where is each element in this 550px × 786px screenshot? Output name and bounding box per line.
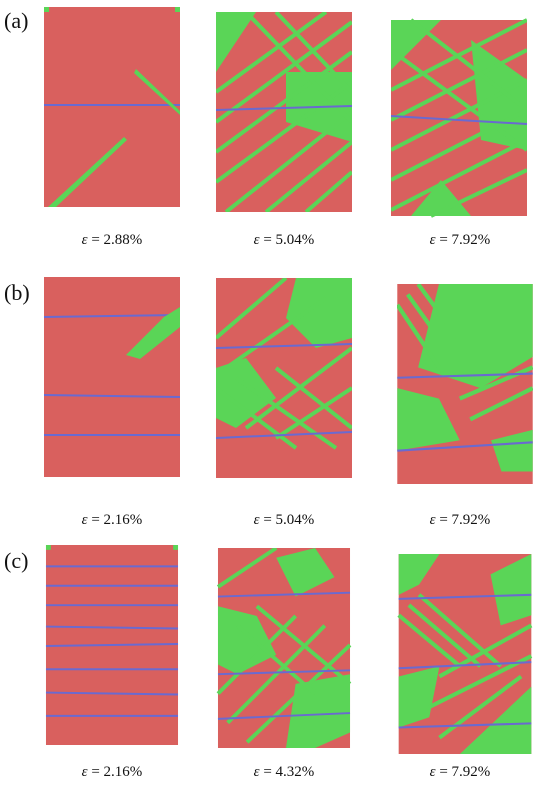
caption-c-3: ε = 7.92% xyxy=(429,764,491,780)
panel-c-2 xyxy=(216,548,352,748)
md-snapshot-a-1 xyxy=(44,7,180,207)
caption-b-3: ε = 7.92% xyxy=(429,512,491,528)
panel-a-1 xyxy=(44,7,180,207)
panel-c-1 xyxy=(44,545,180,745)
md-snapshot-c-3 xyxy=(397,554,533,754)
md-snapshot-b-1 xyxy=(44,277,180,477)
panel-a-3 xyxy=(391,18,527,218)
row-label-a: (a) xyxy=(4,8,29,33)
caption-c-2: ε = 4.32% xyxy=(253,764,315,780)
panel-b-2 xyxy=(216,278,352,478)
caption-a-2: ε = 5.04% xyxy=(253,232,315,248)
md-snapshot-c-1 xyxy=(45,545,179,745)
md-snapshot-c-2 xyxy=(216,548,352,748)
md-snapshot-a-3 xyxy=(391,18,527,218)
caption-a-3: ε = 7.92% xyxy=(429,232,491,248)
caption-b-2: ε = 5.04% xyxy=(253,512,315,528)
md-snapshot-b-3 xyxy=(397,284,533,484)
panel-a-2 xyxy=(216,12,352,212)
row-label-c: (c) xyxy=(4,548,29,573)
md-snapshot-b-2 xyxy=(216,278,352,478)
caption-a-1: ε = 2.88% xyxy=(81,232,143,248)
row-label-b: (b) xyxy=(4,280,30,305)
caption-c-1: ε = 2.16% xyxy=(81,764,143,780)
panel-b-3 xyxy=(397,284,533,484)
panel-b-1 xyxy=(44,277,180,477)
md-snapshot-a-2 xyxy=(216,12,352,212)
caption-b-1: ε = 2.16% xyxy=(81,512,143,528)
panel-c-3 xyxy=(397,554,533,754)
